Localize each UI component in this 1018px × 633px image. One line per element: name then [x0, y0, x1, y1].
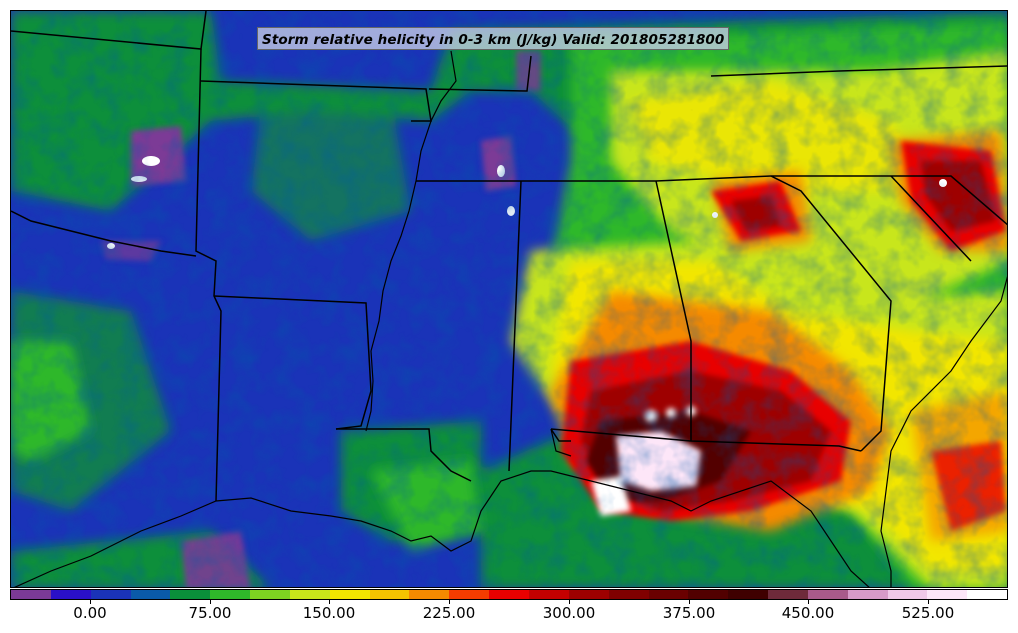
colorbar-segment [528, 590, 569, 599]
colorbar-tick-label: 0.00 [73, 604, 107, 622]
colorbar-tick-label: 375.00 [662, 604, 716, 622]
colorbar-segment [50, 590, 91, 599]
colorbar-tick [928, 600, 929, 604]
colorbar-segment [489, 590, 529, 599]
map-panel: Storm relative helicity in 0-3 km (J/kg)… [10, 10, 1008, 588]
colorbar-tick-label: 150.00 [302, 604, 356, 622]
colorbar-tick [329, 600, 330, 604]
colorbar-segment [90, 590, 131, 599]
colorbar-segment [250, 590, 290, 599]
colorbar-segment [967, 590, 1008, 599]
colorbar-tick-label: 225.00 [422, 604, 476, 622]
colorbar-segment [608, 590, 649, 599]
colorbar-tick [449, 600, 450, 604]
state-borders [11, 11, 1007, 502]
colorbar-tick-label: 75.00 [188, 604, 232, 622]
colorbar-segment [369, 590, 410, 599]
colorbar-segment [568, 590, 609, 599]
colorbar-tick [210, 600, 211, 604]
colorbar-tick-label: 450.00 [781, 604, 835, 622]
colorbar-segment [847, 590, 888, 599]
colorbar-segment [728, 590, 769, 599]
colorbar-segment [409, 590, 450, 599]
colorbar-segment [449, 590, 490, 599]
colorbar-segment [807, 590, 848, 599]
map-title-box: Storm relative helicity in 0-3 km (J/kg)… [257, 27, 730, 50]
colorbar-segment [648, 590, 689, 599]
colorbar-segment [289, 590, 330, 599]
colorbar-segment [210, 590, 251, 599]
coastline-river [13, 50, 1007, 587]
colorbar-segment [688, 590, 729, 599]
map-title: Storm relative helicity in 0-3 km (J/kg)… [262, 32, 725, 48]
colorbar-segment [887, 590, 928, 599]
colorbar-tick [90, 600, 91, 604]
colorbar-segment [170, 590, 211, 599]
colorbar-segment [130, 590, 171, 599]
colorbar-segment [329, 590, 370, 599]
colorbar-segment [11, 590, 51, 599]
colorbar-tick [689, 600, 690, 604]
colorbar-tick [569, 600, 570, 604]
colorbar-tick [808, 600, 809, 604]
colorbar-segment [768, 590, 808, 599]
colorbar-tick-label: 525.00 [901, 604, 955, 622]
field-texture [11, 11, 1007, 587]
helicity-map [11, 11, 1007, 587]
colorbar-tick-label: 300.00 [542, 604, 596, 622]
colorbar [10, 589, 1008, 600]
colorbar-segment [927, 590, 968, 599]
